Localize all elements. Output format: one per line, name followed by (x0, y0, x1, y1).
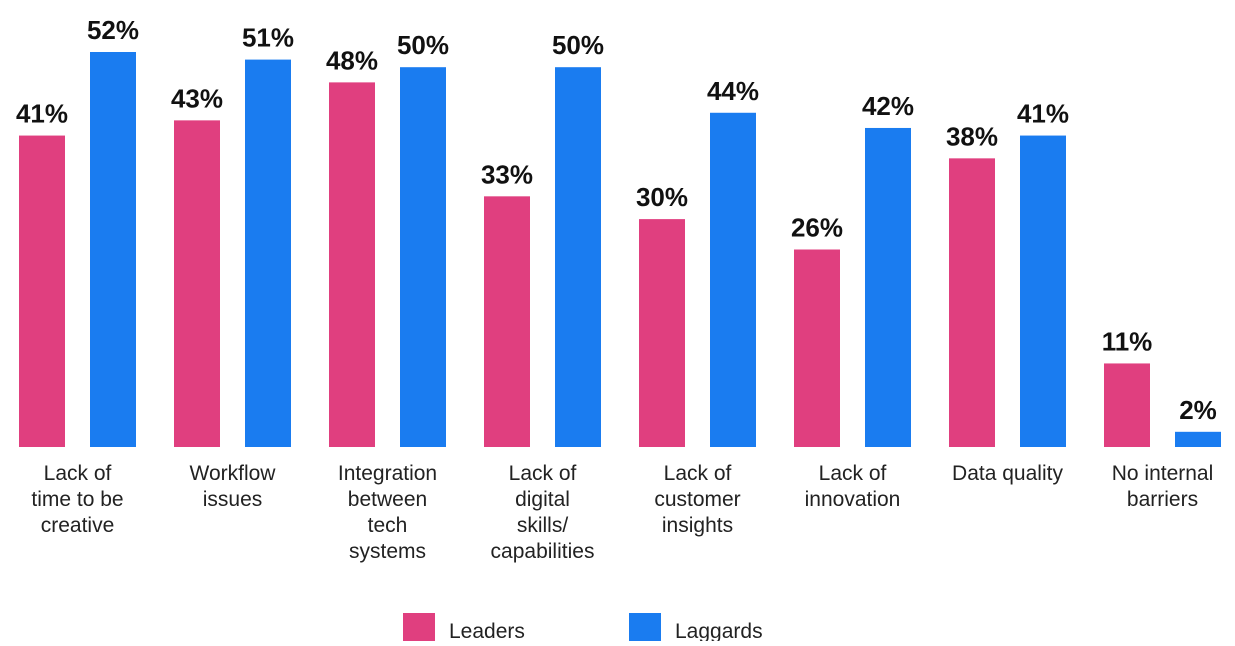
category-label-line: No internal (1112, 462, 1214, 485)
bar-leaders-2 (329, 82, 375, 447)
value-label-laggards-3: 50% (552, 30, 604, 60)
category-label-4: Lack of customer insights (654, 462, 740, 537)
bar-laggards-6 (1020, 135, 1066, 448)
category-label-line: Lack of (509, 462, 577, 485)
category-label-6: Data quality (952, 462, 1063, 485)
bar-leaders-0 (19, 135, 65, 448)
value-label-laggards-1: 51% (242, 23, 294, 53)
bar-laggards-3 (555, 67, 601, 447)
category-label-3: Lack of digital skills/capabilities (491, 462, 595, 563)
bar-laggards-4 (710, 112, 756, 448)
value-label-laggards-0: 52% (87, 15, 139, 45)
value-label-laggards-6: 41% (1017, 99, 1069, 129)
category-label-line: Lack of (664, 462, 732, 485)
category-label-line: between (348, 488, 427, 511)
category-label-line: Workflow (190, 462, 277, 485)
value-label-leaders-5: 26% (791, 213, 843, 243)
category-label-line: Lack of (819, 462, 887, 485)
value-label-leaders-7: 11% (1102, 326, 1153, 356)
category-labels-layer: Lack of time to be creative Workflow issues I… (31, 462, 1213, 563)
category-label-0: Lack of time to be creative (31, 462, 123, 537)
category-label-7: No internal barriers (1112, 462, 1214, 511)
bar-leaders-3 (484, 196, 530, 447)
category-label-line: systems (349, 540, 426, 563)
bar-leaders-1 (174, 120, 220, 447)
value-label-leaders-1: 43% (171, 83, 223, 113)
value-label-laggards-4: 44% (707, 76, 759, 106)
bar-leaders-6 (949, 158, 995, 447)
value-label-leaders-4: 30% (636, 182, 688, 212)
legend-label-laggards: Laggards (675, 620, 763, 641)
category-label-5: Lack of innovation (805, 462, 901, 511)
category-label-line: customer (654, 488, 740, 511)
category-label-1: Workflow issues (190, 462, 277, 511)
bar-laggards-0 (90, 52, 136, 447)
category-label-line: Integration (338, 462, 437, 485)
legend-swatch-leaders (403, 613, 435, 641)
category-label-line: Lack of (44, 462, 112, 485)
category-label-line: issues (203, 488, 263, 511)
bar-leaders-4 (639, 219, 685, 447)
category-label-line: tech (368, 514, 408, 537)
legend-swatch-laggards (629, 613, 661, 641)
value-label-laggards-2: 50% (397, 30, 449, 60)
category-label-line: Data quality (952, 462, 1063, 485)
bar-laggards-5 (865, 127, 911, 447)
category-label-line: barriers (1127, 488, 1198, 511)
category-label-line: creative (41, 514, 115, 537)
value-label-leaders-6: 38% (946, 121, 998, 151)
legend: Leaders Laggards (403, 613, 763, 643)
value-label-laggards-5: 42% (862, 91, 914, 121)
bar-leaders-7 (1104, 363, 1150, 447)
bar-leaders-5 (794, 249, 840, 447)
value-label-leaders-3: 33% (481, 159, 533, 189)
category-label-line: insights (662, 514, 733, 537)
category-label-line: innovation (805, 488, 901, 511)
legend-label-leaders: Leaders (449, 620, 525, 641)
category-label-line: skills/ (517, 514, 568, 537)
category-label-line: capabilities (491, 540, 595, 563)
bar-laggards-7 (1175, 431, 1221, 447)
value-label-laggards-7: 2% (1179, 395, 1217, 425)
value-label-leaders-2: 48% (326, 45, 378, 75)
bar-laggards-1 (245, 59, 291, 447)
value-labels-layer: 41% 52% 43% 51% 48% 50% 33% 50% 30% 44% 26% 42% 38% 4… (16, 15, 1217, 425)
category-label-line: digital (515, 488, 570, 511)
bar-laggards-2 (400, 67, 446, 447)
category-label-2: Integration between tech systems (338, 462, 437, 563)
value-label-leaders-0: 41% (16, 99, 68, 129)
category-label-line: time to be (31, 488, 123, 511)
bars-layer (19, 52, 1221, 448)
